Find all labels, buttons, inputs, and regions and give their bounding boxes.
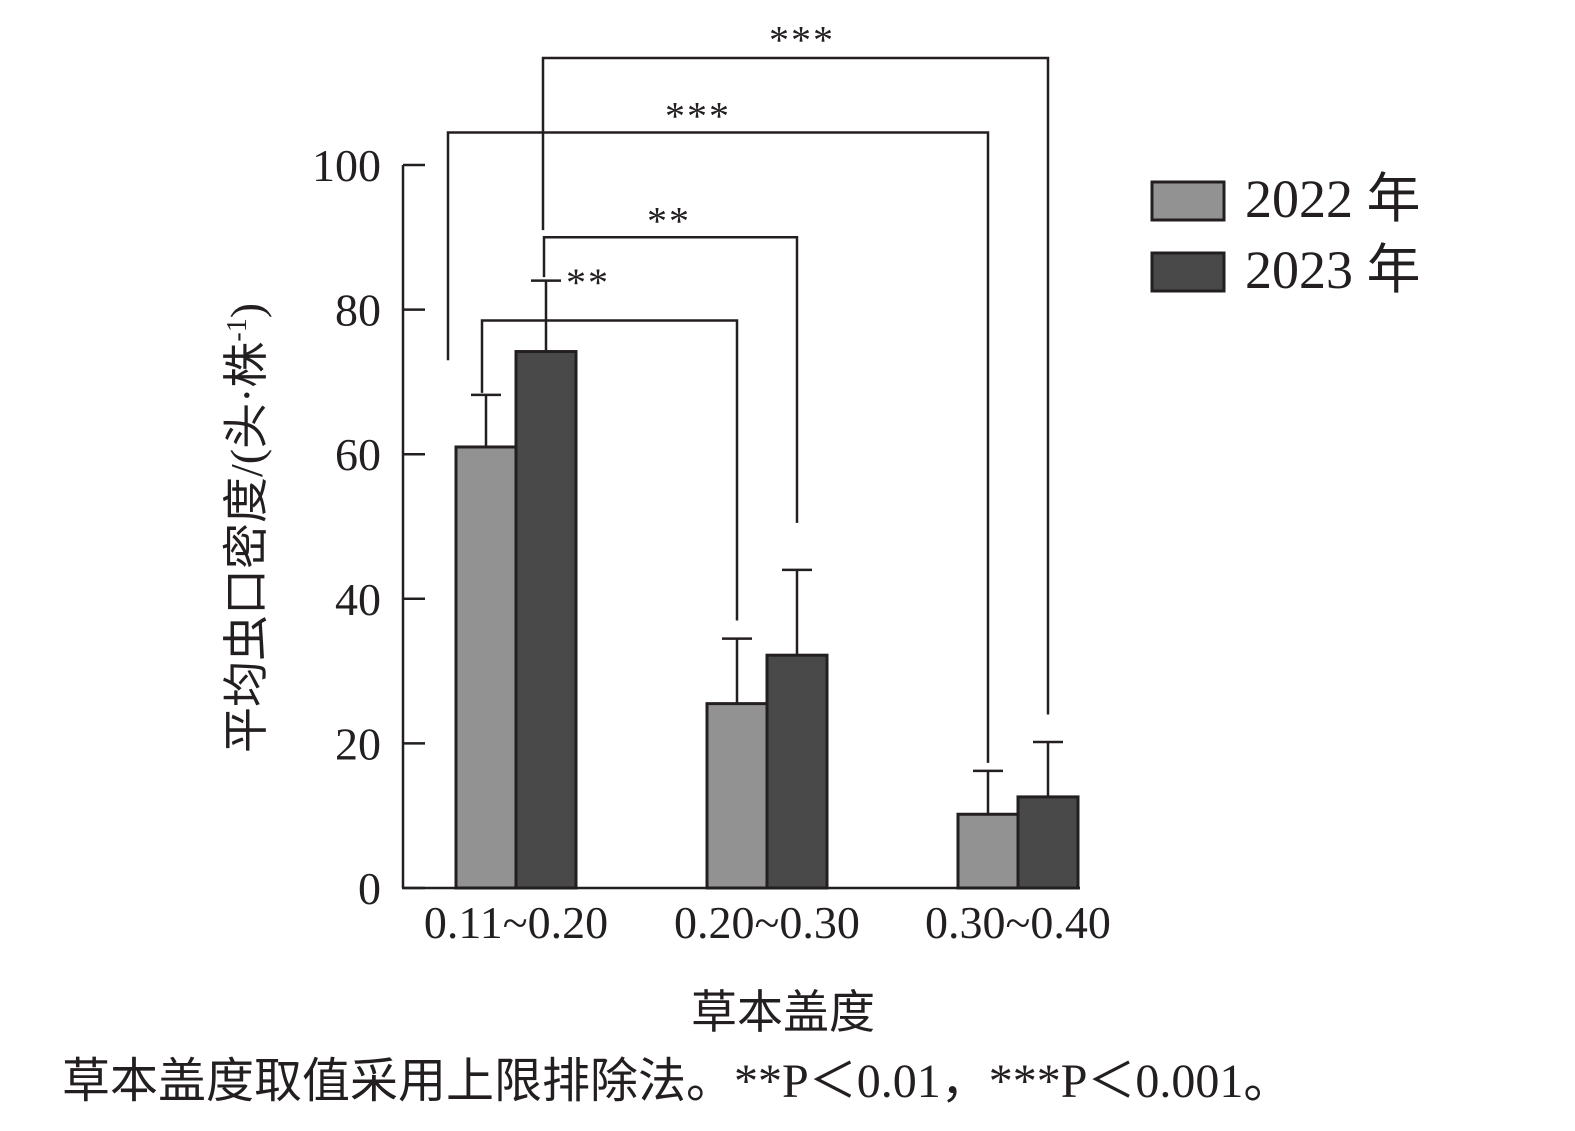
y-axis-title: 平均虫口密度/(头·株-1): [221, 303, 272, 753]
y-axis-title-sup: -1: [222, 318, 253, 341]
y-axis-title-close: ): [221, 303, 272, 318]
x-tick-label-3: 0.30~0.40: [925, 897, 1111, 948]
bar-1-1: [454, 445, 518, 890]
legend-label-2: 2023 年: [1245, 240, 1421, 300]
significance-bracket-1: [480, 319, 739, 621]
legend-swatch-1: [1150, 180, 1226, 222]
error-bar-2-2: [782, 568, 812, 656]
significance-bracket-2: [542, 236, 799, 523]
bars: [454, 279, 1080, 890]
bar-2-3: [1016, 795, 1080, 890]
significance-label-2: **: [647, 198, 691, 243]
y-tick-label-40: 40: [335, 574, 381, 625]
significance-bracket-4: [541, 56, 1050, 715]
y-tick-label-20: 20: [335, 718, 381, 769]
legend: 2022 年 2023 年: [1150, 169, 1421, 300]
bar-2-1: [514, 350, 578, 890]
significance-bracket-3: [446, 131, 990, 763]
axes: 0 20 40 60 80 100 0.11~0.20 0.20~0.30 0.30~0.40: [312, 140, 1111, 948]
figure-caption: 草本盖度取值采用上限排除法。**P＜0.01，***P＜0.001。: [62, 1055, 1292, 1108]
legend-swatch-2: [1150, 251, 1226, 293]
x-tick-label-1: 0.11~0.20: [424, 897, 608, 948]
bar-1-2: [705, 702, 769, 890]
significance-label-3: ***: [665, 94, 731, 139]
error-bar-2-1: [531, 279, 561, 352]
legend-label-1: 2022 年: [1245, 169, 1421, 229]
significance-label-1: **: [566, 260, 610, 305]
y-tick-label-0: 0: [358, 863, 381, 914]
error-bar-1-2: [722, 637, 752, 704]
x-tick-label-2: 0.20~0.30: [674, 897, 860, 948]
bar-2-2: [765, 653, 829, 890]
bar-1-3: [956, 812, 1020, 890]
significance-label-4: ***: [769, 18, 835, 63]
y-tick-label-60: 60: [335, 429, 381, 480]
significance-brackets: **********: [446, 18, 1050, 763]
x-axis-title: 草本盖度: [691, 987, 875, 1038]
error-bar-1-1: [471, 393, 501, 447]
error-bar-1-3: [973, 769, 1003, 815]
y-tick-label-100: 100: [312, 140, 381, 191]
error-bar-2-3: [1033, 740, 1063, 797]
y-axis-title-main: 平均虫口密度/(头·株: [221, 342, 272, 753]
y-tick-label-80: 80: [335, 285, 381, 336]
